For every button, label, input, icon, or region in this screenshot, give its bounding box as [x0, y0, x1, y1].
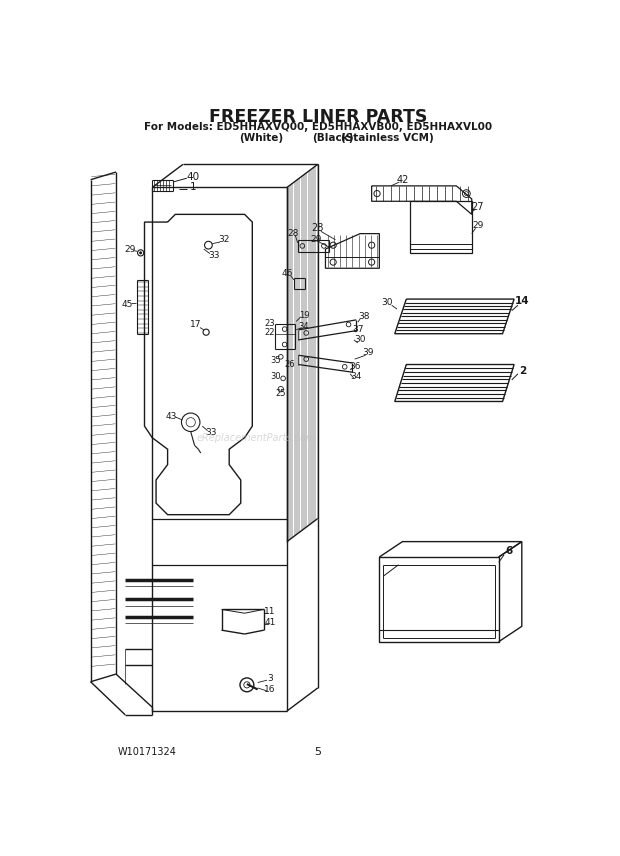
Text: 30: 30: [381, 299, 393, 307]
Text: 34: 34: [350, 372, 362, 381]
Circle shape: [140, 252, 142, 254]
Text: FREEZER LINER PARTS: FREEZER LINER PARTS: [208, 108, 427, 126]
Text: 26: 26: [284, 360, 294, 369]
Text: 29: 29: [472, 222, 484, 230]
Text: W10171324: W10171324: [118, 746, 177, 757]
Text: 6: 6: [505, 546, 512, 556]
Text: 37: 37: [352, 325, 363, 335]
Text: 46: 46: [282, 269, 293, 278]
Text: 5: 5: [314, 746, 321, 757]
Text: 29: 29: [124, 245, 136, 253]
Text: 42: 42: [396, 175, 409, 185]
Text: 2: 2: [519, 366, 526, 376]
Text: For Models: ED5HHAXVQ00, ED5HHAXVB00, ED5HHAXVL00: For Models: ED5HHAXVQ00, ED5HHAXVB00, ED…: [144, 122, 492, 133]
Text: 38: 38: [358, 312, 370, 321]
Text: 16: 16: [264, 685, 276, 694]
Text: 30: 30: [355, 336, 366, 344]
Text: 17: 17: [190, 320, 202, 329]
Text: 11: 11: [264, 607, 276, 616]
Text: 3: 3: [267, 675, 273, 683]
Text: 27: 27: [472, 202, 484, 211]
Text: 30: 30: [270, 372, 281, 381]
Text: 45: 45: [122, 300, 133, 309]
Text: 34: 34: [299, 322, 309, 330]
Text: 36: 36: [349, 361, 360, 371]
Text: (Stainless VCM): (Stainless VCM): [340, 134, 433, 143]
Text: (Black): (Black): [312, 134, 354, 143]
Text: 32: 32: [218, 235, 229, 244]
Text: 25: 25: [275, 389, 286, 397]
Text: 33: 33: [206, 428, 217, 437]
Text: 23: 23: [265, 319, 275, 328]
Text: 19: 19: [299, 311, 309, 320]
Text: 39: 39: [362, 348, 373, 358]
Text: (White): (White): [239, 134, 283, 143]
Text: 40: 40: [187, 172, 200, 181]
Text: 14: 14: [515, 296, 530, 306]
Text: 43: 43: [166, 412, 177, 420]
Text: 28: 28: [288, 229, 299, 238]
Text: 1: 1: [190, 182, 197, 193]
Text: 41: 41: [264, 618, 276, 627]
Text: eReplacementParts.com: eReplacementParts.com: [197, 432, 316, 443]
Text: 35: 35: [270, 356, 281, 366]
Text: 29: 29: [311, 235, 322, 244]
Text: 33: 33: [208, 251, 219, 259]
Text: 28: 28: [312, 223, 324, 233]
Text: 22: 22: [265, 328, 275, 336]
